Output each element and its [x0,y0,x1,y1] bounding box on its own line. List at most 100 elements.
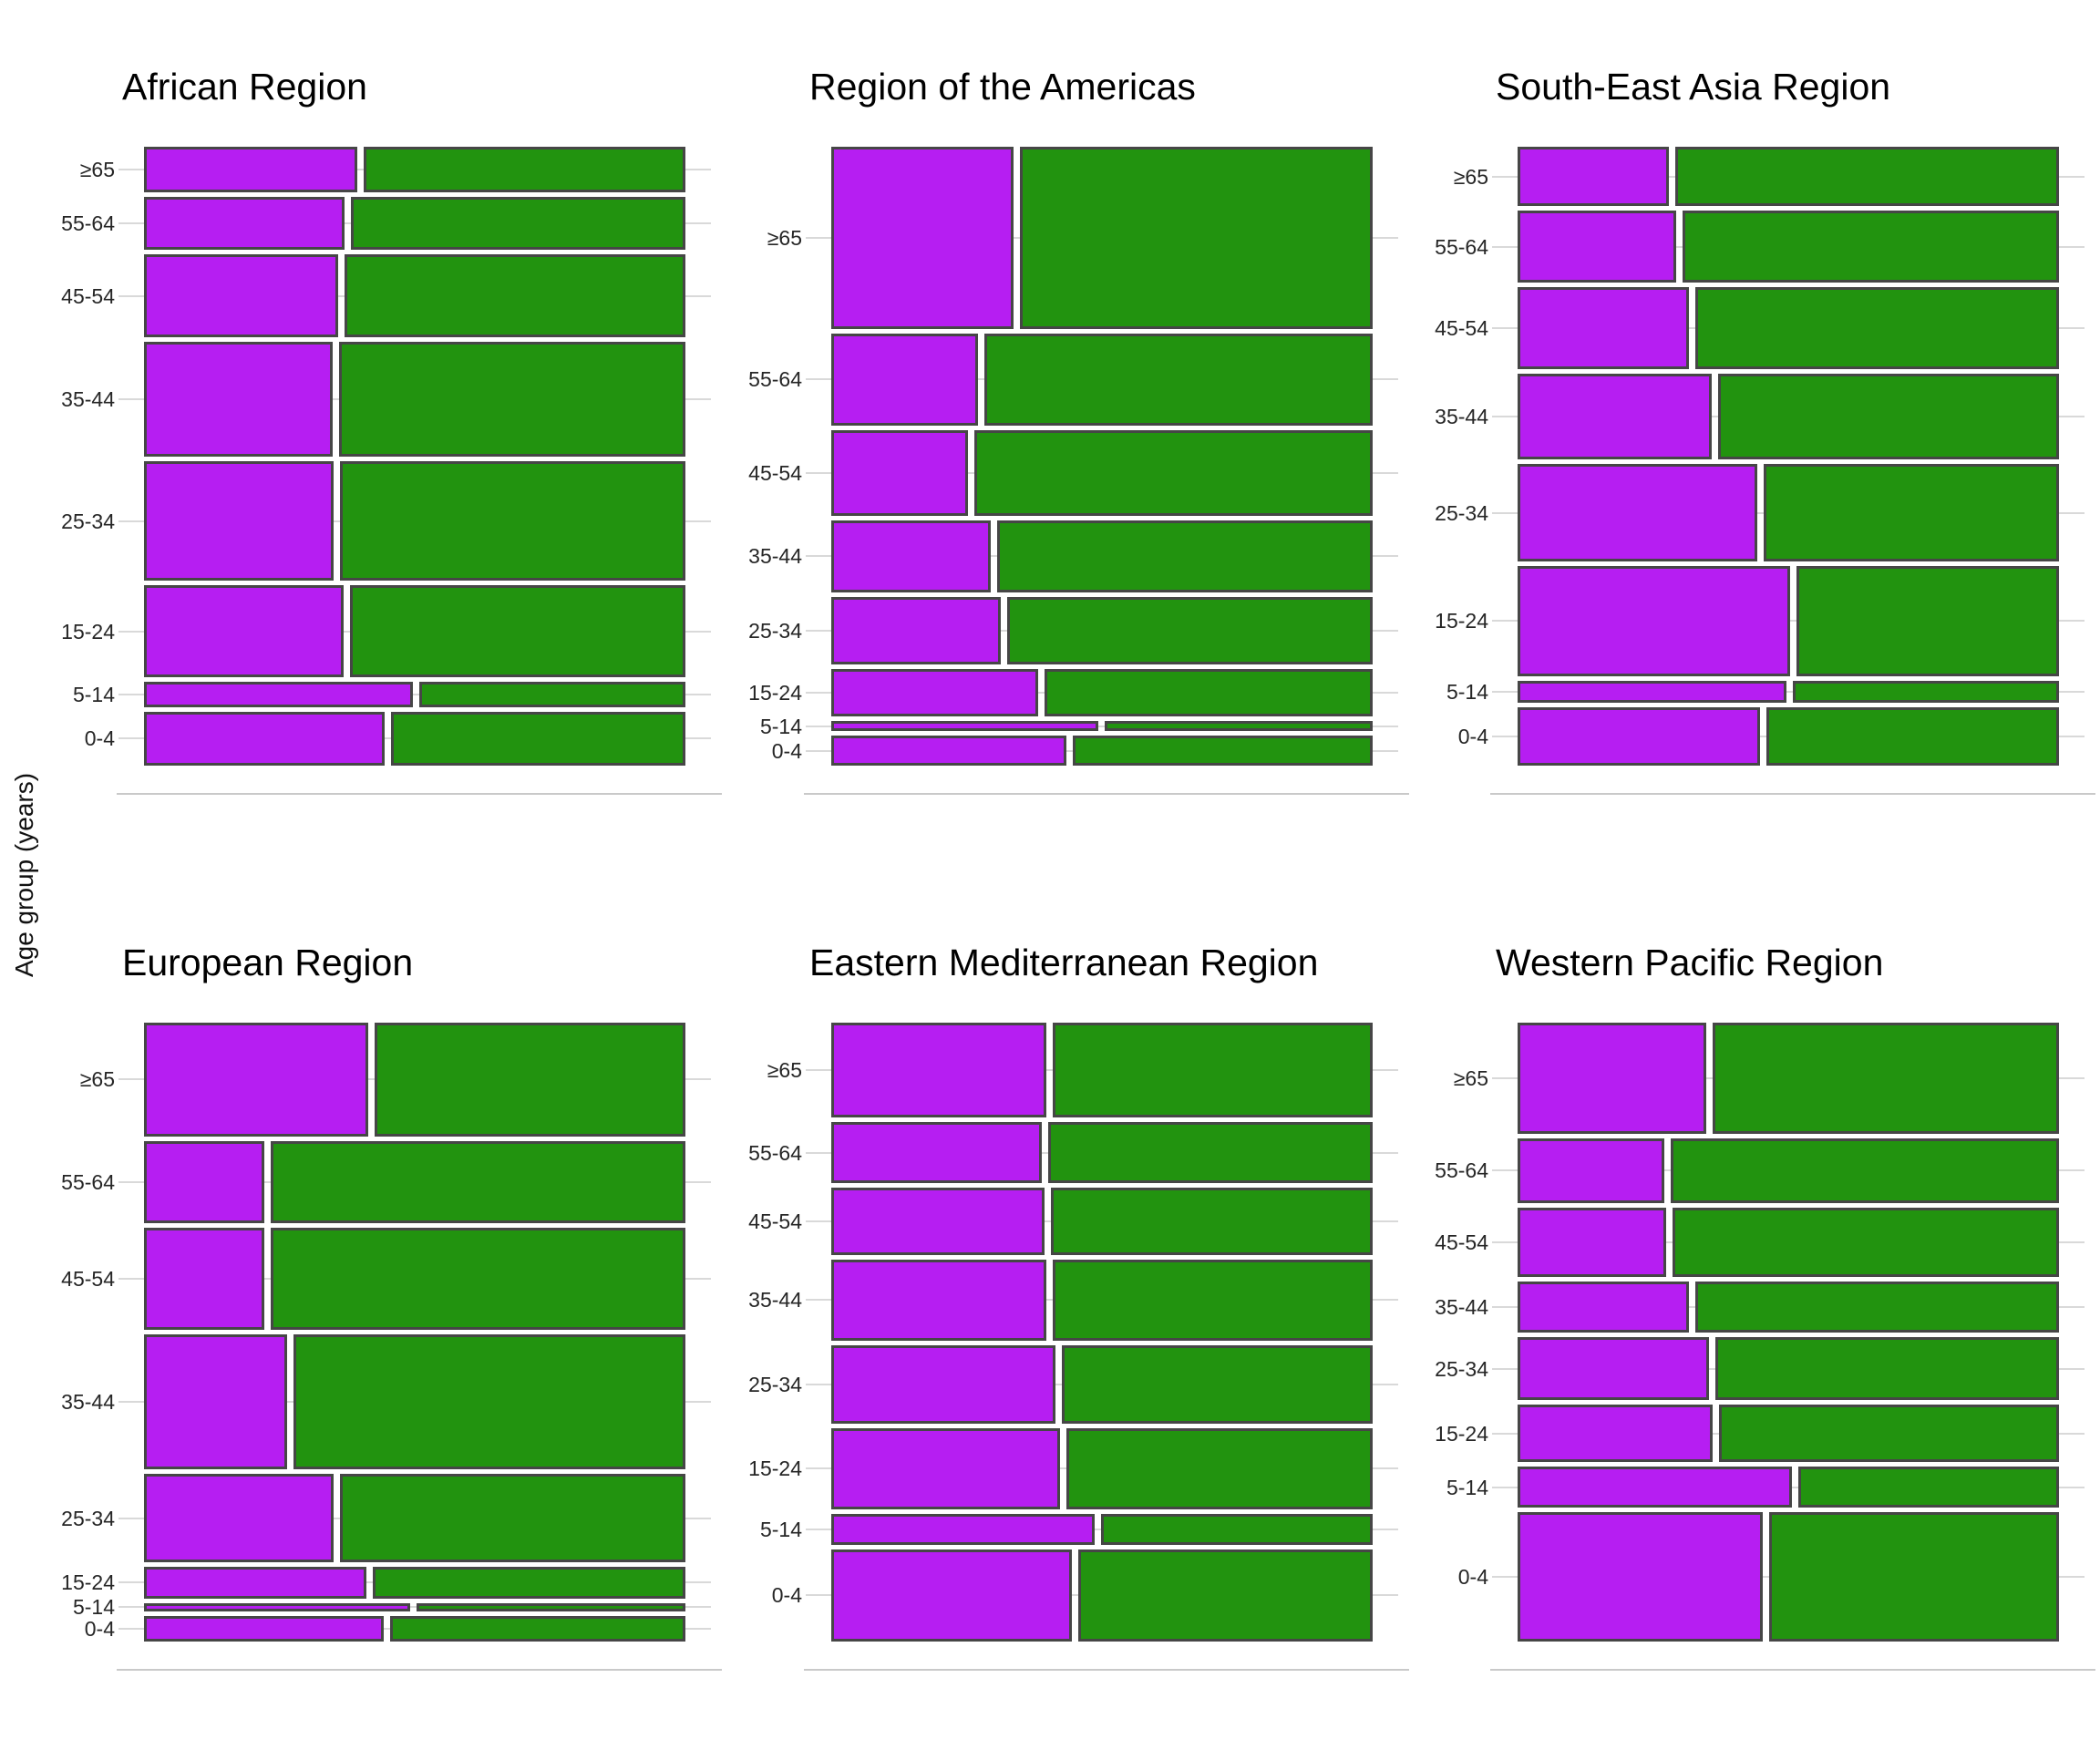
green-bar-segment [1101,1513,1373,1545]
green-bar-segment [271,1228,685,1331]
gridline [806,725,1398,727]
x-axis-line [804,793,1409,795]
facet-title: Region of the Americas [809,66,1196,108]
purple-bar-segment [831,1344,1055,1424]
green-bar-segment [1048,1122,1373,1184]
purple-bar-segment [1518,147,1669,207]
facet-title: Western Pacific Region [1496,942,1884,983]
age-tick-label: 25-34 [61,509,115,533]
x-axis-line [804,1669,1409,1671]
purple-bar-segment [1518,1138,1664,1203]
green-bar-segment [974,429,1373,516]
green-bar-segment [391,711,685,766]
green-bar-segment [997,520,1373,592]
purple-bar-segment [144,1140,264,1224]
purple-bar-segment [831,1188,1045,1255]
purple-bar-segment [144,1228,264,1331]
purple-bar-segment [831,669,1038,717]
age-tick-label: ≥65 [79,1067,115,1092]
age-tick-label: 55-64 [61,1170,115,1195]
age-tick-label: 0-4 [771,1583,802,1608]
green-bar-segment [390,1615,685,1642]
age-tick-label: ≥65 [767,225,802,250]
y-axis-label: Age group (years) [10,772,38,978]
purple-bar-segment [144,1334,287,1470]
age-tick-label: 35-44 [1435,405,1488,429]
purple-bar-segment [1518,680,1786,703]
green-bar-segment [984,333,1373,426]
gridline [118,1606,711,1609]
green-bar-segment [1695,1282,2059,1333]
purple-bar-segment [831,721,1098,732]
green-bar-segment [1719,1405,2059,1463]
age-tick-label: 5-14 [1446,1475,1488,1499]
green-bar-segment [373,1566,685,1599]
age-tick-label: 15-24 [748,681,802,705]
age-tick-label: 0-4 [1457,724,1488,748]
green-bar-segment [1764,464,2059,561]
facet-title: African Region [122,66,367,108]
purple-bar-segment [831,736,1066,766]
age-tick-label: 15-24 [61,619,115,643]
age-tick-label: 25-34 [748,619,802,643]
age-tick-label: 15-24 [1435,1421,1488,1446]
green-bar-segment [1051,1188,1373,1255]
age-tick-label: 0-4 [84,726,115,751]
purple-bar-segment [144,147,357,193]
purple-bar-segment [1518,1207,1666,1278]
purple-bar-segment [831,1122,1042,1184]
green-bar-segment [1675,147,2059,207]
green-bar-segment [1053,1259,1373,1341]
purple-bar-segment [831,147,1014,329]
purple-bar-segment [144,1023,368,1137]
purple-bar-segment [1518,287,1689,370]
age-tick-label: 45-54 [748,1210,802,1233]
gridline [118,693,711,695]
green-bar-segment [345,254,685,337]
purple-bar-segment [1518,706,1760,766]
age-tick-label: 5-14 [1446,679,1488,704]
purple-bar-segment [144,584,344,678]
x-axis-line [1490,1669,2095,1671]
green-bar-segment [340,1474,685,1562]
purple-bar-segment [1518,1282,1689,1333]
age-tick-label: 5-14 [72,1595,115,1620]
facet-title: South-East Asia Region [1496,66,1891,108]
green-bar-segment [1796,565,2059,676]
green-bar-segment [1062,1344,1373,1424]
green-bar-segment [364,147,685,193]
green-bar-segment [1695,287,2059,370]
age-tick-label: 55-64 [1435,234,1488,259]
purple-bar-segment [831,1427,1060,1509]
purple-bar-segment [144,711,385,766]
green-bar-segment [1045,669,1373,717]
age-tick-label: 55-64 [1435,1158,1488,1183]
green-bar-segment [350,584,685,678]
purple-bar-segment [831,520,991,592]
purple-bar-segment [1518,565,1790,676]
purple-bar-segment [1518,211,1676,283]
purple-bar-segment [831,1549,1072,1642]
green-bar-segment [1715,1337,2059,1401]
green-bar-segment [1683,211,2059,283]
age-tick-label: 5-14 [72,682,115,706]
green-bar-segment [271,1140,685,1224]
age-tick-label: 25-34 [748,1372,802,1396]
age-tick-label: 45-54 [748,460,802,485]
age-tick-label: 25-34 [1435,500,1488,525]
age-tick-label: 35-44 [1435,1295,1488,1320]
purple-bar-segment [831,1259,1046,1341]
x-axis-line [117,793,722,795]
green-bar-segment [1673,1207,2059,1278]
green-bar-segment [1053,1023,1373,1118]
purple-bar-segment [1518,1467,1792,1508]
purple-bar-segment [831,1513,1095,1545]
purple-bar-segment [144,1566,366,1599]
purple-bar-segment [144,1615,384,1642]
purple-bar-segment [144,461,334,581]
green-bar-segment [1078,1549,1373,1642]
green-bar-segment [1020,147,1373,329]
age-tick-label: 15-24 [748,1457,802,1481]
purple-bar-segment [1518,374,1712,460]
